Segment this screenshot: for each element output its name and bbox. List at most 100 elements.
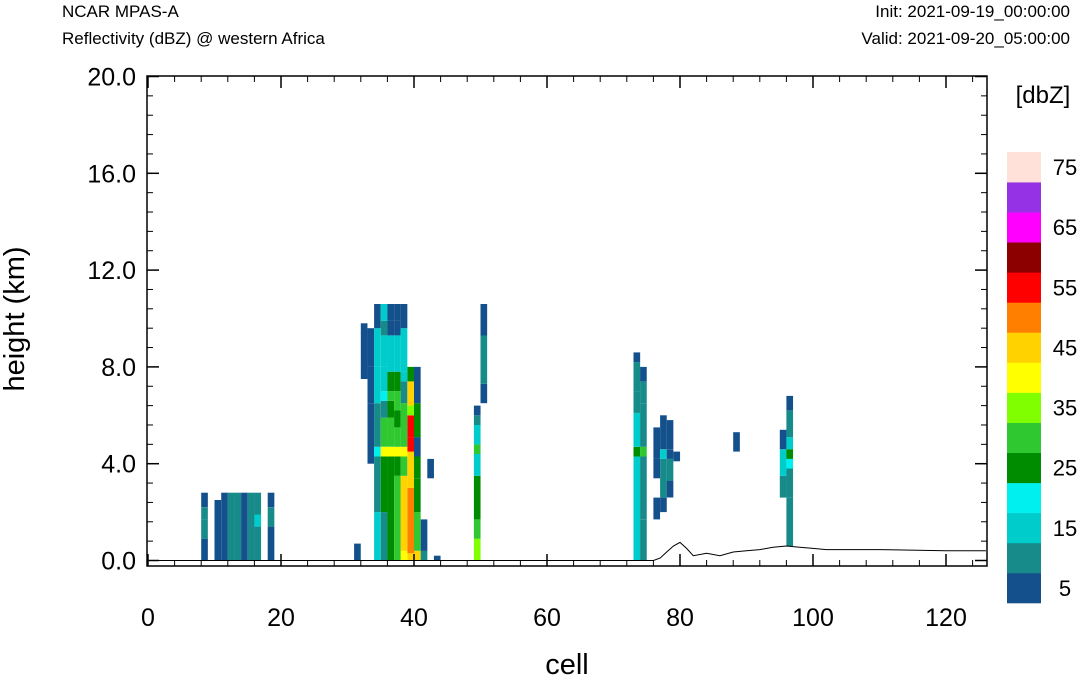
reflectivity-cell <box>407 487 415 554</box>
reflectivity-cell <box>400 381 408 404</box>
reflectivity-cell <box>374 446 381 457</box>
reflectivity-cell <box>374 403 381 447</box>
reflectivity-cell <box>473 538 481 561</box>
reflectivity-cell <box>201 507 208 520</box>
reflectivity-cell <box>254 492 262 515</box>
reflectivity-cell <box>387 371 395 392</box>
reflectivity-cell <box>267 507 275 527</box>
reflectivity-cell <box>201 538 208 561</box>
reflectivity-cell <box>433 555 441 561</box>
reflectivity-cell <box>241 492 248 561</box>
reflectivity-cell <box>786 458 794 469</box>
reflectivity-cell <box>414 403 421 438</box>
terrain-polyline <box>148 541 986 561</box>
reflectivity-cell <box>387 417 395 447</box>
y-tick-label: 16.0 <box>87 160 136 188</box>
model-title: NCAR MPAS-A <box>62 2 179 21</box>
reflectivity-cell <box>480 383 488 404</box>
reflectivity-cell <box>653 427 661 459</box>
reflectivity-cell <box>660 458 667 498</box>
reflectivity-cell <box>380 512 388 561</box>
reflectivity-cell <box>394 410 401 428</box>
reflectivity-cell <box>380 417 388 447</box>
reflectivity-cell <box>387 391 395 401</box>
reflectivity-cell <box>660 425 667 450</box>
reflectivity-cell <box>267 526 275 561</box>
reflectivity-cell <box>400 446 408 457</box>
y-tick-label: 20.0 <box>87 64 136 92</box>
colorbar-swatch <box>1007 392 1041 423</box>
reflectivity-cell <box>786 410 794 438</box>
colorbar-swatch <box>1007 542 1041 574</box>
reflectivity-cell <box>473 454 481 476</box>
reflectivity-cell <box>786 497 794 546</box>
reflectivity-cell <box>640 456 647 520</box>
x-tick-label: 20 <box>267 604 295 632</box>
reflectivity-cell <box>480 335 488 384</box>
reflectivity-cell <box>473 444 481 454</box>
y-tick-label: 4.0 <box>101 451 136 479</box>
reflectivity-cells <box>201 304 794 561</box>
reflectivity-cell <box>653 497 661 520</box>
reflectivity-cell <box>400 403 408 447</box>
colorbar-swatch <box>1007 572 1041 604</box>
reflectivity-cell <box>221 492 228 561</box>
colorbar-tick-label: 55 <box>1053 275 1077 300</box>
colorbar-tick-label: 25 <box>1053 456 1077 481</box>
reflectivity-cell <box>779 475 787 498</box>
reflectivity-cell <box>633 352 641 363</box>
y-tick-label: 8.0 <box>101 354 136 382</box>
reflectivity-cell <box>407 366 415 382</box>
reflectivity-cell <box>420 550 428 561</box>
reflectivity-cell <box>660 497 667 513</box>
reflectivity-cell <box>394 391 401 411</box>
reflectivity-cell <box>254 514 262 527</box>
terrain-line <box>148 541 986 561</box>
colorbar-swatch <box>1007 332 1041 363</box>
reflectivity-cell <box>380 391 388 401</box>
colorbar-swatch <box>1007 152 1041 183</box>
reflectivity-cell <box>407 553 415 561</box>
colorbar-swatch <box>1007 302 1041 333</box>
reflectivity-cell <box>786 437 794 450</box>
reflectivity-cell <box>633 362 641 392</box>
reflectivity-cell <box>360 323 368 379</box>
reflectivity-cell <box>414 550 421 561</box>
reflectivity-cell <box>380 320 388 336</box>
reflectivity-cell <box>673 451 681 462</box>
reflectivity-cell <box>234 492 242 561</box>
colorbar-tick-label: 5 <box>1059 576 1071 601</box>
reflectivity-cell <box>387 446 395 457</box>
x-tick-label: 80 <box>666 604 694 632</box>
x-tick-label: 0 <box>141 604 155 632</box>
reflectivity-cell <box>394 446 401 457</box>
reflectivity-cell <box>387 320 395 336</box>
reflectivity-cell <box>394 475 401 561</box>
reflectivity-cell <box>427 458 434 479</box>
reflectivity-cell <box>473 425 481 445</box>
colorbar-tick-label: 45 <box>1053 335 1077 360</box>
reflectivity-cell <box>779 449 787 476</box>
reflectivity-cell <box>786 449 794 459</box>
reflectivity-cell <box>407 405 415 416</box>
colorbar-tick-label: 65 <box>1053 215 1077 240</box>
field-subtitle: Reflectivity (dBZ) @ western Africa <box>62 29 325 48</box>
colorbar-swatch <box>1007 452 1041 484</box>
reflectivity-cell <box>407 415 415 438</box>
reflectivity-cell <box>394 371 401 392</box>
reflectivity-cell <box>394 335 401 372</box>
reflectivity-cell <box>407 381 415 406</box>
reflectivity-cell <box>633 412 641 447</box>
reflectivity-cell <box>214 500 222 561</box>
reflectivity-cell <box>254 526 262 561</box>
colorbar-tick-label: 75 <box>1053 155 1077 180</box>
reflectivity-cell <box>786 395 794 411</box>
y-tick-labels: 0.0 4.0 8.0 12.0 16.0 20.0 <box>87 64 136 576</box>
reflectivity-cell <box>666 420 674 450</box>
reflectivity-cell <box>633 456 641 561</box>
reflectivity-cell <box>247 492 255 561</box>
reflectivity-cell <box>473 519 481 539</box>
colorbar-swatch <box>1007 272 1041 303</box>
reflectivity-cell <box>407 437 415 452</box>
